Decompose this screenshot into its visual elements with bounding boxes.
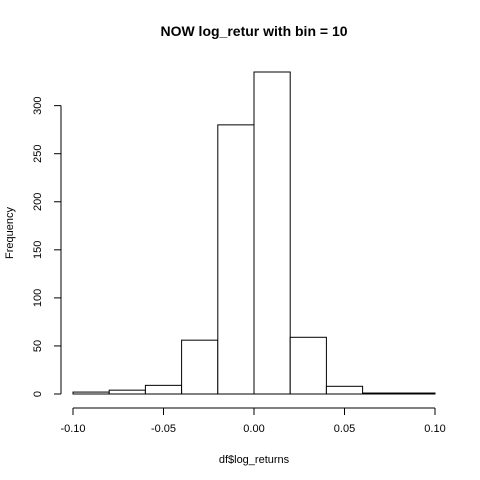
y-tick-label: 300 xyxy=(32,96,44,114)
histogram-bar-1 xyxy=(72,391,110,395)
bars-group xyxy=(72,71,436,395)
histogram-bar-10 xyxy=(398,392,436,395)
y-tick-label: 200 xyxy=(32,193,44,211)
x-tick-label: 0.05 xyxy=(334,423,355,435)
histogram-bar-4 xyxy=(181,339,219,395)
histogram-bar-6 xyxy=(253,71,291,395)
x-axis-label: df$log_returns xyxy=(219,454,290,466)
y-tick-label: 50 xyxy=(32,340,44,352)
x-tick-label: 0.00 xyxy=(243,423,264,435)
x-tick-label: -0.05 xyxy=(151,423,176,435)
histogram-bar-8 xyxy=(325,385,364,395)
histogram-bar-7 xyxy=(289,336,327,395)
histogram-bar-5 xyxy=(217,124,255,395)
histogram-bar-9 xyxy=(362,392,400,395)
chart-title: NOW log_retur with bin = 10 xyxy=(160,23,347,39)
x-axis: -0.10 -0.05 0.00 0.05 0.10 xyxy=(60,407,446,435)
histogram-bar-2 xyxy=(108,389,146,395)
y-tick-label: 100 xyxy=(32,289,44,307)
y-tick-label: 250 xyxy=(32,145,44,163)
y-tick-label: 0 xyxy=(32,391,44,397)
y-axis: 0 50 100 150 200 250 300 xyxy=(32,96,62,397)
y-axis-label: Frequency xyxy=(4,207,16,259)
x-tick-label: -0.10 xyxy=(60,423,85,435)
x-tick-label: 0.10 xyxy=(424,423,445,435)
y-tick-label: 150 xyxy=(32,241,44,259)
histogram-bar-3 xyxy=(144,384,183,395)
